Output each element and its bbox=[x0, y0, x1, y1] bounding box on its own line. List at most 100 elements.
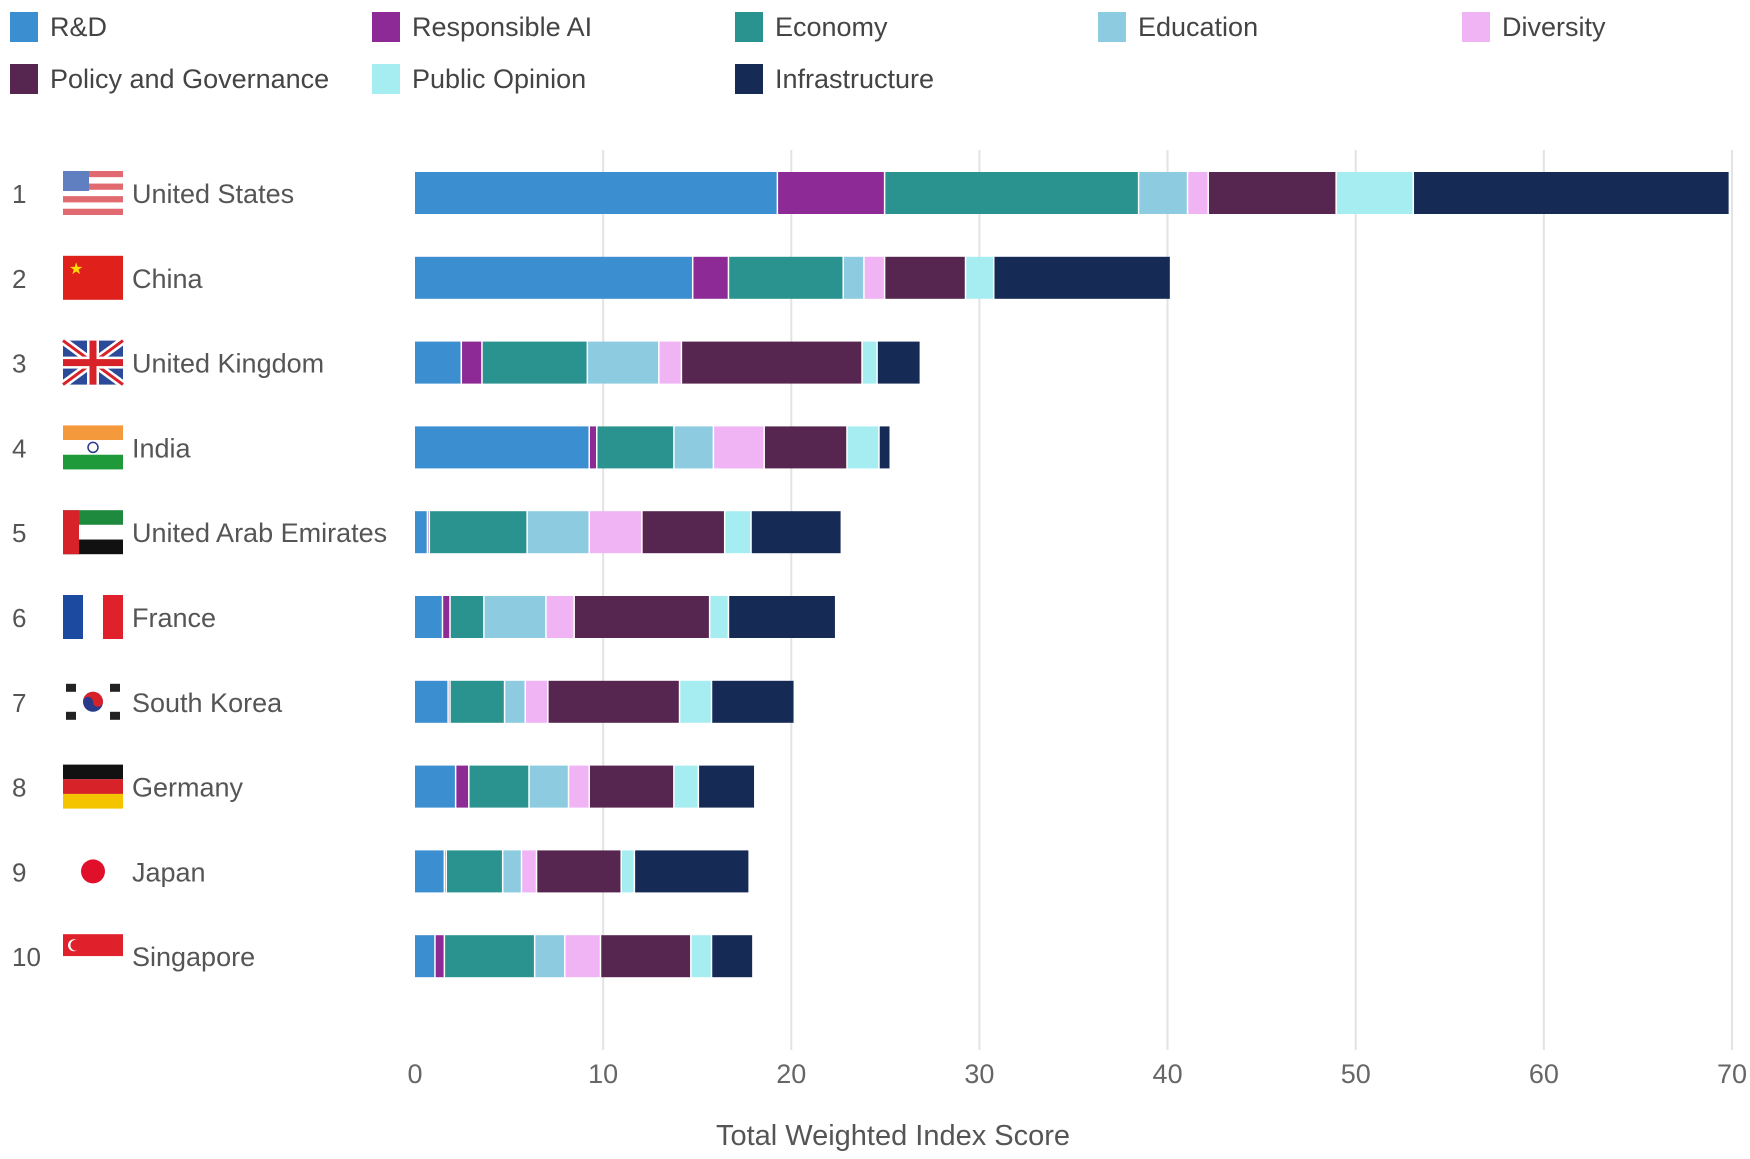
bar-row-germany: 8 Germany bbox=[12, 764, 755, 809]
rank-label: 2 bbox=[12, 264, 26, 294]
rank-label: 3 bbox=[12, 349, 26, 379]
country-label: Germany bbox=[132, 773, 244, 803]
legend-item-randd: R&D bbox=[10, 10, 107, 44]
bar-segment-public-opinion bbox=[691, 935, 711, 978]
legend-label: Infrastructure bbox=[775, 63, 935, 94]
legend-swatch bbox=[10, 12, 38, 42]
bar-segment-responsible-ai bbox=[462, 341, 482, 384]
bar-segment-economy bbox=[469, 765, 529, 808]
legend-item-policy-and-governance: Policy and Governance bbox=[10, 62, 329, 96]
bar-segment-diversity bbox=[565, 935, 600, 978]
bar-segment-education bbox=[505, 680, 525, 723]
bar-segment-diversity bbox=[569, 765, 589, 808]
bar-segment-education bbox=[503, 850, 521, 893]
chart-legend: R&D Responsible AI Economy Education Diversi… bbox=[0, 0, 1750, 110]
bar-segment-education bbox=[527, 511, 589, 554]
bar-row-united-kingdom: 3 United Kingdom bbox=[12, 337, 920, 388]
legend-label: Policy and Governance bbox=[50, 63, 330, 94]
rank-label: 1 bbox=[12, 179, 26, 209]
bar-segment-policy-and-governance bbox=[601, 935, 691, 978]
bar-segment-economy bbox=[430, 511, 527, 554]
bar-segment-economy bbox=[597, 426, 674, 469]
rank-label: 10 bbox=[12, 942, 41, 972]
bar-segment-diversity bbox=[1188, 172, 1208, 214]
legend-label: R&D bbox=[50, 11, 108, 42]
singapore-flag-icon bbox=[63, 934, 123, 979]
bar-segment-infrastructure bbox=[699, 765, 755, 808]
legend-label: Education bbox=[1138, 11, 1259, 42]
india-flag-icon bbox=[63, 425, 123, 470]
bar-segment-education bbox=[1139, 172, 1187, 214]
bar-segment-randd bbox=[415, 765, 455, 808]
bar-row-singapore: 10 Singapore bbox=[12, 934, 753, 979]
germany-flag-icon bbox=[63, 764, 123, 809]
rank-label: 4 bbox=[12, 433, 26, 463]
legend-swatch bbox=[372, 12, 400, 42]
bar-row-india: 4 India bbox=[12, 425, 890, 470]
uk-flag-icon bbox=[60, 337, 126, 388]
bar-segment-responsible-ai bbox=[443, 596, 450, 638]
bar-segment-infrastructure bbox=[1414, 172, 1729, 214]
bar-segment-economy bbox=[729, 256, 843, 299]
bar-segment-randd bbox=[415, 935, 435, 978]
bar-segment-randd bbox=[415, 172, 777, 214]
bar-segment-education bbox=[843, 256, 864, 299]
svg-text:★: ★ bbox=[69, 261, 83, 278]
legend-label: Economy bbox=[775, 11, 888, 42]
legend-label: Responsible AI bbox=[412, 11, 593, 42]
bar-segment-public-opinion bbox=[725, 511, 751, 554]
bar-segment-economy bbox=[482, 341, 587, 384]
bar-segment-diversity bbox=[522, 850, 536, 893]
legend-item-responsible-ai: Responsible AI bbox=[372, 10, 592, 44]
bar-segment-public-opinion bbox=[847, 426, 879, 469]
bar-segment-responsible-ai bbox=[435, 935, 444, 978]
legend-item-public-opinion: Public Opinion bbox=[372, 62, 586, 96]
bar-segment-public-opinion bbox=[674, 765, 698, 808]
france-flag-icon bbox=[63, 595, 123, 639]
bar-segment-infrastructure bbox=[635, 850, 749, 893]
legend-swatch bbox=[10, 64, 38, 94]
bar-segment-infrastructure bbox=[994, 256, 1170, 299]
uae-flag-icon bbox=[63, 510, 123, 555]
bar-segment-responsible-ai bbox=[693, 256, 728, 299]
bar-segment-randd bbox=[415, 341, 461, 384]
bar-segment-randd bbox=[415, 850, 444, 893]
bar-segment-infrastructure bbox=[712, 935, 753, 978]
bar-row-south-korea: 7 South Korea bbox=[12, 679, 794, 724]
bar-segment-randd bbox=[415, 511, 427, 554]
bar-segment-public-opinion bbox=[680, 680, 711, 723]
legend-swatch bbox=[1462, 12, 1490, 42]
bar-segment-responsible-ai bbox=[778, 172, 884, 214]
country-label: South Korea bbox=[132, 688, 283, 718]
bar-segment-education bbox=[535, 935, 565, 978]
x-tick-label: 10 bbox=[588, 1059, 618, 1089]
bar-segment-education bbox=[529, 765, 568, 808]
bar-segment-policy-and-governance bbox=[642, 511, 724, 554]
bar-row-france: 6 France bbox=[12, 595, 835, 639]
south-korea-flag-icon bbox=[63, 679, 123, 724]
rank-label: 6 bbox=[12, 603, 26, 633]
rank-label: 9 bbox=[12, 857, 26, 887]
x-tick-label: 20 bbox=[776, 1059, 806, 1089]
x-axis-title: Total Weighted Index Score bbox=[716, 1120, 1070, 1152]
bar-segment-infrastructure bbox=[879, 426, 890, 469]
legend-label: Public Opinion bbox=[412, 63, 587, 94]
bar-segment-randd bbox=[415, 680, 448, 723]
bar-segment-randd bbox=[415, 426, 589, 469]
china-flag-icon: ★ bbox=[63, 255, 123, 300]
bar-segment-economy bbox=[445, 935, 534, 978]
bar-segment-policy-and-governance bbox=[574, 596, 709, 638]
bar-segment-policy-and-governance bbox=[764, 426, 847, 469]
bar-segment-diversity bbox=[546, 596, 574, 638]
bar-segment-diversity bbox=[526, 680, 548, 723]
bar-segment-diversity bbox=[864, 256, 884, 299]
country-label: United States bbox=[132, 179, 294, 209]
bar-row-japan: 9 Japan bbox=[12, 849, 749, 894]
bar-segment-policy-and-governance bbox=[1208, 172, 1336, 214]
bar-segment-economy bbox=[885, 172, 1138, 214]
country-label: United Arab Emirates bbox=[132, 518, 387, 548]
country-label: United Kingdom bbox=[132, 349, 324, 379]
bar-segment-responsible-ai bbox=[589, 426, 596, 469]
legend-item-economy: Economy bbox=[735, 10, 888, 44]
bar-segment-public-opinion bbox=[710, 596, 728, 638]
